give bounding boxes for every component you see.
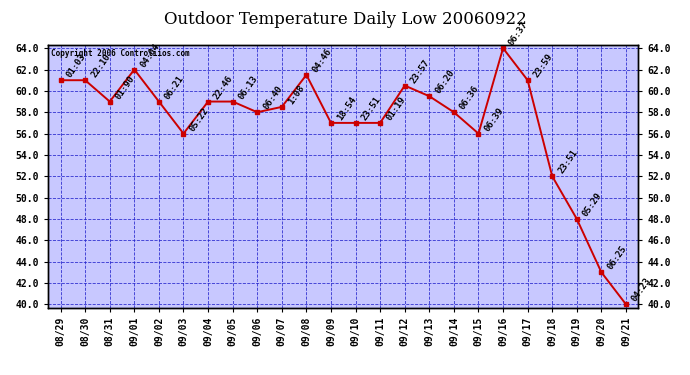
Text: 05:22: 05:22 [188, 106, 210, 133]
Text: 05:29: 05:29 [581, 191, 604, 218]
Text: 22:46: 22:46 [213, 74, 235, 101]
Text: 06:13: 06:13 [237, 74, 259, 101]
Text: 23:57: 23:57 [409, 58, 432, 85]
Text: 06:40: 06:40 [262, 84, 284, 111]
Text: Outdoor Temperature Daily Low 20060922: Outdoor Temperature Daily Low 20060922 [164, 11, 526, 28]
Text: 01:19: 01:19 [384, 95, 407, 122]
Text: 01:03: 01:03 [65, 52, 88, 80]
Text: 06:25: 06:25 [606, 244, 629, 272]
Text: 22:10: 22:10 [89, 52, 112, 80]
Text: 06:21: 06:21 [163, 74, 186, 101]
Text: 23:51: 23:51 [359, 95, 382, 122]
Text: 06:36: 06:36 [458, 84, 481, 111]
Text: 06:37: 06:37 [507, 20, 530, 47]
Text: 23:59: 23:59 [532, 52, 555, 80]
Text: 04:46: 04:46 [310, 47, 333, 74]
Text: 23:51: 23:51 [556, 148, 579, 176]
Text: 01:90: 01:90 [114, 74, 137, 101]
Text: 06:39: 06:39 [482, 106, 506, 133]
Text: 06:20: 06:20 [433, 68, 456, 96]
Text: 1:08: 1:08 [286, 83, 306, 106]
Text: 18:54: 18:54 [335, 95, 358, 122]
Text: Copyright 2006 Controliios.com: Copyright 2006 Controliios.com [51, 49, 190, 58]
Text: 04:04: 04:04 [139, 42, 161, 69]
Text: 04:23: 04:23 [630, 276, 653, 303]
